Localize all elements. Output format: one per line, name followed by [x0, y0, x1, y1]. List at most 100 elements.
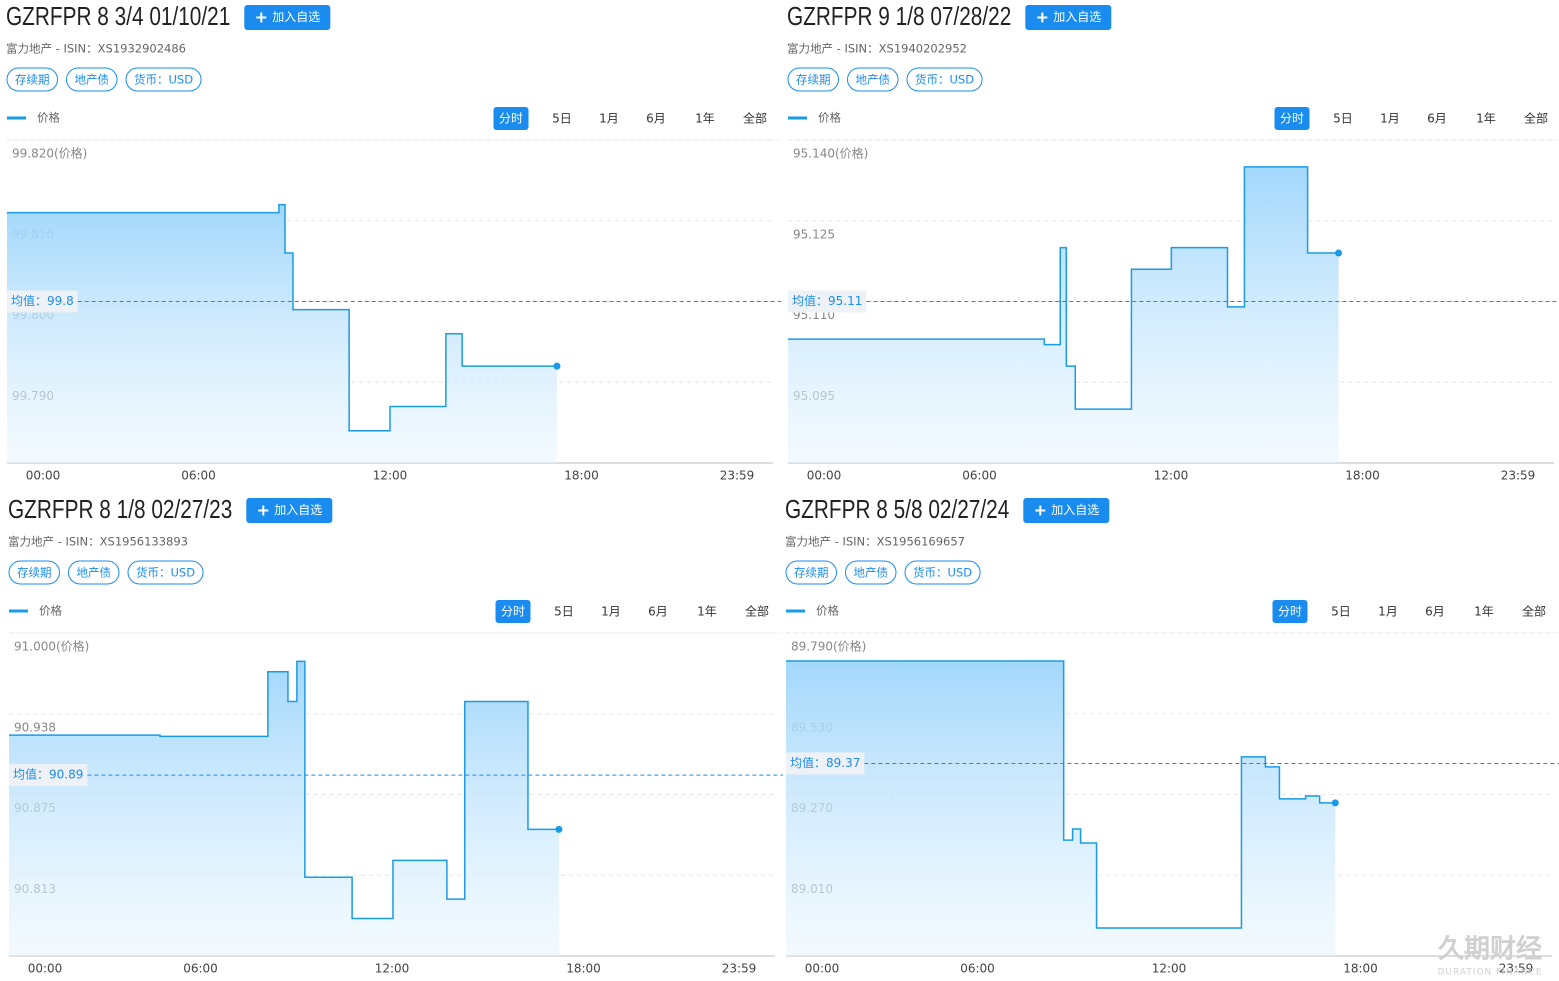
x-tick-label: 18:00 [566, 962, 601, 976]
range-tab[interactable]: 1年 [697, 605, 717, 619]
tag-pill [845, 560, 897, 585]
tag: 货币：USD [915, 73, 974, 87]
subtitle: 富力地产 - ISIN：XS1932902486 [6, 42, 186, 56]
x-tick-label: 12:00 [375, 962, 410, 976]
range-tab[interactable]: 分时 [501, 605, 525, 619]
area [9, 661, 559, 956]
tag-pill [906, 67, 983, 92]
add-watch-button[interactable] [244, 5, 331, 30]
x-tick-label: 18:00 [1343, 962, 1378, 976]
add-watch-label[interactable]: 加入自选 [1053, 10, 1101, 24]
legend-label: 价格 [39, 604, 62, 618]
add-watch-label[interactable]: 加入自选 [1051, 503, 1099, 517]
range-tab[interactable]: 6月 [1427, 112, 1447, 126]
y-tick-label: 91.000(价格) [14, 639, 89, 654]
range-tab[interactable]: 1年 [695, 112, 715, 126]
mean-label-bg [7, 290, 78, 313]
watermark: 久期财经 [1438, 934, 1542, 965]
range-tab[interactable]: 5日 [552, 112, 572, 126]
range-tab[interactable]: 1月 [1380, 112, 1400, 126]
range-tab[interactable]: 6月 [646, 112, 666, 126]
x-tick-label: 00:00 [807, 469, 842, 483]
tag-pill [127, 560, 204, 585]
subtitle: 富力地产 - ISIN：XS1956169657 [785, 535, 965, 549]
price-line [9, 660, 559, 920]
last-point [1335, 249, 1343, 257]
tag: 地产债 [77, 566, 112, 580]
add-watch-label[interactable]: 加入自选 [272, 10, 320, 24]
x-tick-label: 06:00 [960, 962, 995, 976]
area [788, 166, 1339, 463]
bond-title: GZRFPR 9 1/8 07/28/22 [787, 1, 1011, 31]
price-line [7, 203, 557, 432]
mean-label: 均值：89.37 [790, 755, 860, 770]
range-tab[interactable]: 1月 [599, 112, 619, 126]
x-tick-label: 18:00 [1345, 469, 1380, 483]
x-tick-label: 06:00 [181, 469, 216, 483]
tag: 存续期 [17, 566, 52, 580]
add-watch-button[interactable] [246, 498, 333, 523]
x-tick-label: 06:00 [183, 962, 218, 976]
x-tick-label: 18:00 [564, 469, 599, 483]
tag: 存续期 [796, 73, 831, 87]
tag: 地产债 [75, 73, 110, 87]
range-tab[interactable]: 1年 [1474, 605, 1494, 619]
y-tick-label: 95.140(价格) [793, 146, 868, 161]
x-tick-label: 23:59 [722, 962, 757, 976]
tag: 存续期 [15, 73, 50, 87]
y-tick-label: 89.790(价格) [791, 639, 866, 654]
tag: 存续期 [794, 566, 829, 580]
x-tick-label: 23:59 [1501, 469, 1536, 483]
range-tab[interactable]: 全部 [745, 604, 769, 619]
price-line [786, 660, 1336, 929]
area [7, 204, 557, 463]
range-tab[interactable]: 5日 [554, 605, 574, 619]
bond-title: GZRFPR 8 5/8 02/27/24 [785, 494, 1009, 524]
x-tick-label: 00:00 [26, 469, 61, 483]
y-tick-label: 95.125 [793, 227, 835, 241]
tag-pill [6, 67, 58, 92]
y-tick-label: 99.820(价格) [12, 146, 87, 161]
range-tab[interactable]: 1月 [1378, 605, 1398, 619]
tag-pill [68, 560, 120, 585]
range-tab[interactable]: 5日 [1333, 112, 1353, 126]
tag-pill [785, 560, 837, 585]
range-tab[interactable]: 全部 [743, 111, 767, 126]
add-watch-button[interactable] [1023, 498, 1110, 523]
range-tab[interactable]: 分时 [499, 112, 523, 126]
x-tick-label: 00:00 [28, 962, 63, 976]
range-tab[interactable]: 全部 [1524, 111, 1548, 126]
tag-pill [66, 67, 118, 92]
tab-active-bg [1272, 600, 1308, 623]
range-tab[interactable]: 6月 [1425, 605, 1445, 619]
mean-label: 均值：90.89 [13, 767, 83, 782]
subtitle: 富力地产 - ISIN：XS1940202952 [787, 42, 967, 56]
subtitle: 富力地产 - ISIN：XS1956133893 [8, 535, 188, 549]
range-tab[interactable]: 全部 [1522, 604, 1546, 619]
add-watch-label[interactable]: 加入自选 [274, 503, 322, 517]
add-watch-button[interactable] [1025, 5, 1112, 30]
x-tick-label: 12:00 [1152, 962, 1187, 976]
range-tab[interactable]: 5日 [1331, 605, 1351, 619]
range-tab[interactable]: 1年 [1476, 112, 1496, 126]
mean-label-bg [9, 764, 88, 787]
last-point [555, 825, 563, 833]
range-tab[interactable]: 1月 [601, 605, 621, 619]
range-tab[interactable]: 分时 [1280, 112, 1304, 126]
tag-pill [787, 67, 839, 92]
tag: 地产债 [854, 566, 889, 580]
tag: 货币：USD [913, 566, 972, 580]
legend-label: 价格 [818, 111, 841, 125]
x-tick-label: 23:59 [1499, 962, 1534, 976]
tag-pill [125, 67, 202, 92]
tab-active-bg [1274, 107, 1310, 130]
x-tick-label: 12:00 [1154, 469, 1189, 483]
range-tab[interactable]: 6月 [648, 605, 668, 619]
mean-label: 均值：95.11 [792, 293, 862, 308]
range-tab[interactable]: 分时 [1278, 605, 1302, 619]
tab-active-bg [493, 107, 529, 130]
